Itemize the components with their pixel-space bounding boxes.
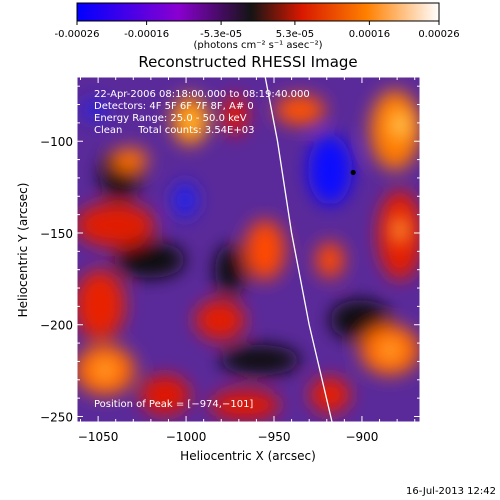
footer-date: 16-Jul-2013 12:42 <box>406 486 496 497</box>
y-axis-ticks: −100 −150 −200 −250 <box>40 85 420 424</box>
y-tick-label: −150 <box>40 227 73 241</box>
info-line-4: Clean Total counts: 3.54E+03 <box>94 125 254 136</box>
x-tick-label: −900 <box>345 430 378 444</box>
x-axis-ticks: −1050 −1000 −950 −900 <box>78 77 416 444</box>
colorbar-ticks: -0.00026 -0.00016 -5.3e-05 5.3e-05 0.00016 0.… <box>55 21 460 40</box>
peak-position-text: Position of Peak = [−974,−101] <box>94 399 253 410</box>
heatmap-image <box>77 77 420 422</box>
colorbar-tick-label: -5.3e-05 <box>200 29 242 40</box>
y-tick-label: −100 <box>40 135 73 149</box>
y-axis-label: Heliocentric Y (arcsec) <box>16 183 30 318</box>
x-tick-label: −950 <box>258 430 291 444</box>
colorbar-unit: (photons cm⁻² s⁻¹ asec⁻²) <box>193 40 322 51</box>
x-tick-label: −1000 <box>166 430 207 444</box>
colorbar-tick-label: -0.00026 <box>55 29 100 40</box>
info-line-1: 22-Apr-2006 08:18:00.000 to 08:19:40.000 <box>94 89 310 100</box>
x-axis-label: Heliocentric X (arcsec) <box>180 449 316 463</box>
solar-limb-curve <box>264 77 333 422</box>
peak-marker <box>350 169 356 176</box>
colorbar-tick-label: 0.00026 <box>418 29 459 40</box>
info-text: 22-Apr-2006 08:18:00.000 to 08:19:40.000… <box>94 89 310 410</box>
x-tick-label: −1050 <box>78 430 119 444</box>
colorbar-tick-label: 5.3e-05 <box>276 29 314 40</box>
info-line-3: Energy Range: 25.0 - 50.0 keV <box>94 113 247 124</box>
y-tick-label: −250 <box>40 410 73 424</box>
colorbar-tick-label: 0.00016 <box>349 29 390 40</box>
plot-frame <box>76 76 421 423</box>
colorbar-tick-label: -0.00016 <box>124 29 169 40</box>
info-line-2: Detectors: 4F 5F 6F 7F 8F, A# 0 <box>94 101 254 112</box>
chart-title: Reconstructed RHESSI Image <box>138 53 357 71</box>
y-tick-label: −200 <box>40 319 73 333</box>
colorbar <box>76 2 440 22</box>
